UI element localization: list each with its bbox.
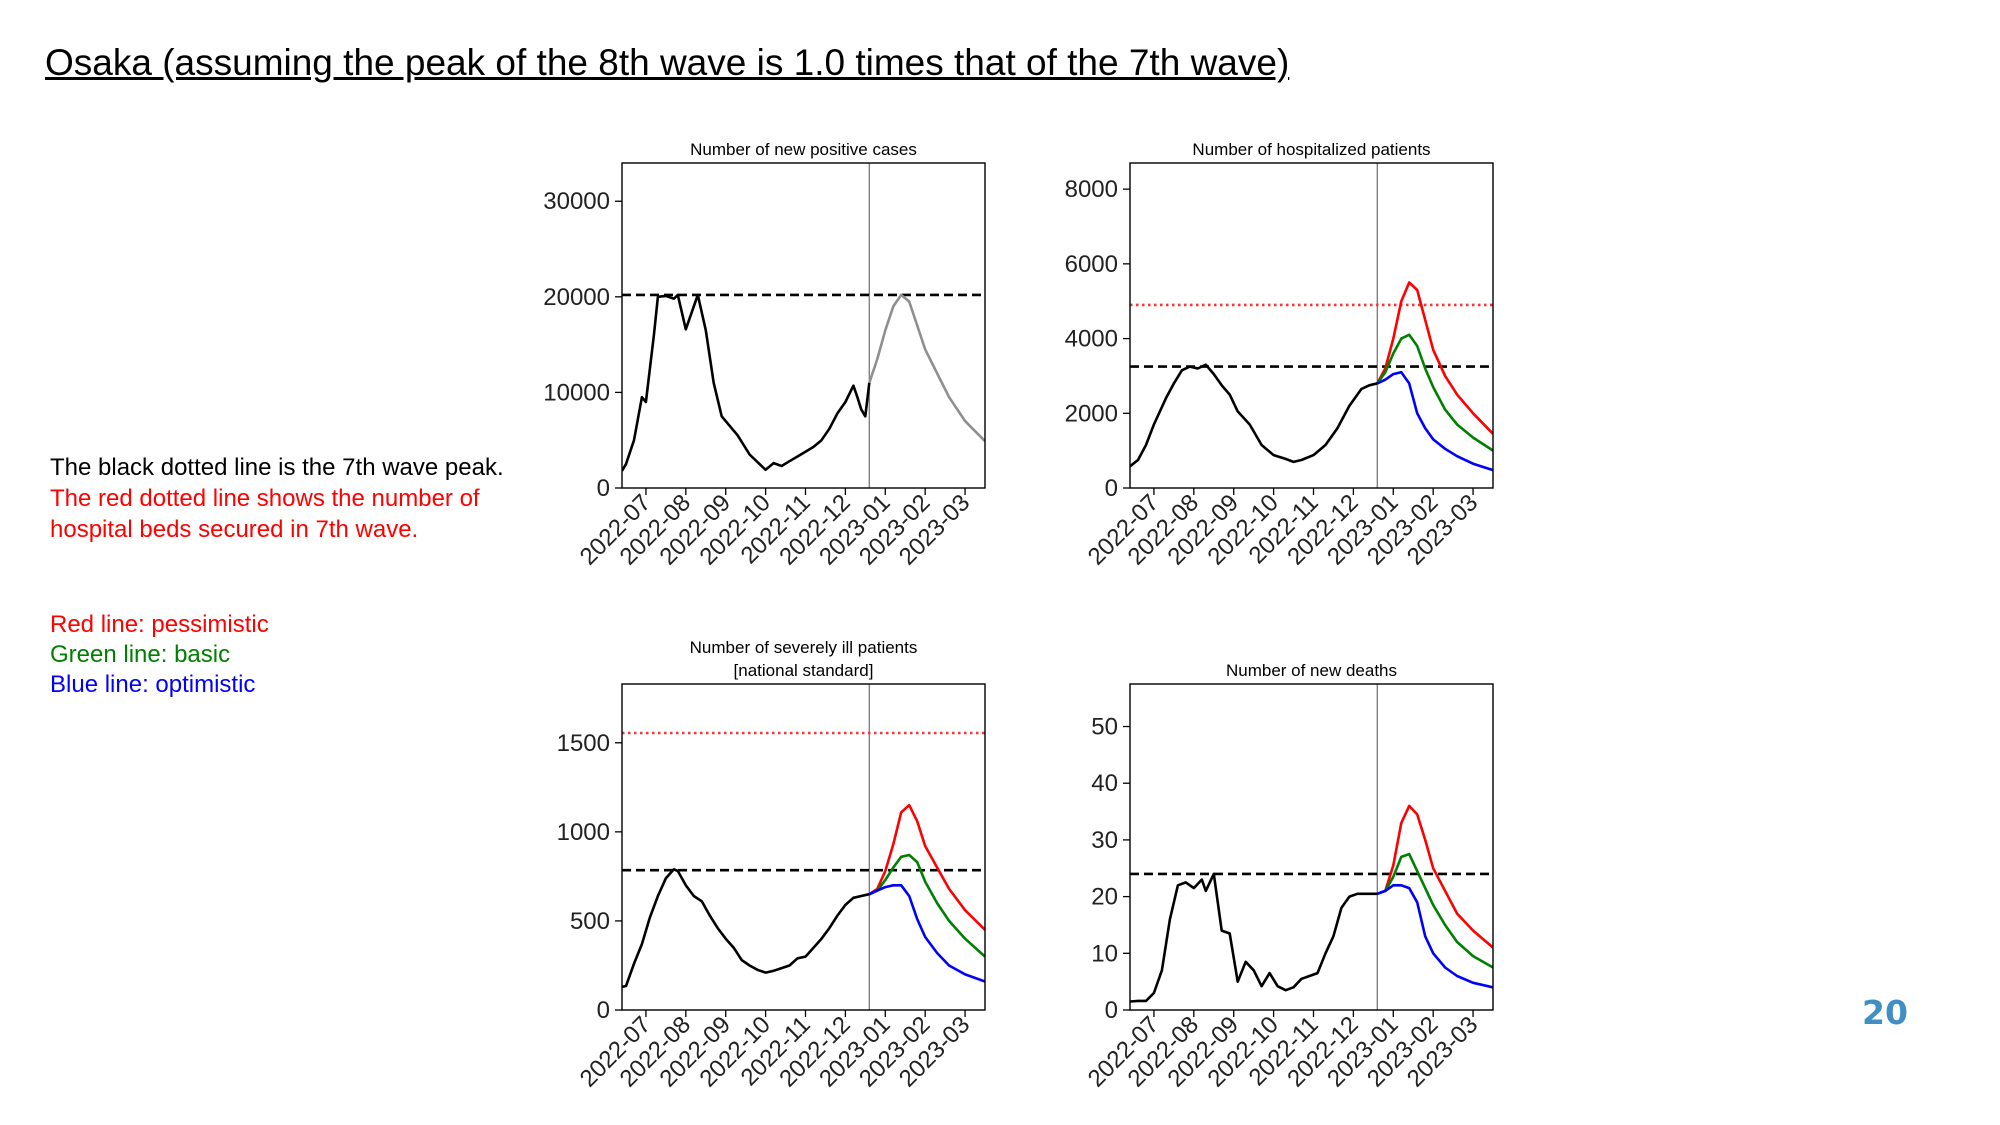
y-tick-label: 0 bbox=[597, 475, 610, 502]
chart-title: Number of hospitalized patients bbox=[1192, 140, 1430, 159]
chart-title: Number of new deaths bbox=[1226, 661, 1397, 680]
series-pessimistic-line bbox=[868, 803, 985, 931]
chart-new-deaths: Number of new deaths010203040502022-0720… bbox=[1083, 661, 1494, 1093]
plot-area bbox=[622, 684, 985, 1010]
y-tick-label: 500 bbox=[570, 908, 610, 935]
series-pessimistic-line bbox=[1376, 804, 1493, 949]
y-tick-label: 10 bbox=[1091, 940, 1118, 967]
y-tick-label: 40 bbox=[1091, 770, 1118, 797]
y-tick-label: 30 bbox=[1091, 827, 1118, 854]
note-beds-line-1: The red dotted line shows the number of bbox=[50, 485, 480, 512]
series-basic-line bbox=[868, 853, 985, 958]
plot-area bbox=[1130, 684, 1493, 1010]
y-tick-label: 0 bbox=[1105, 997, 1118, 1024]
series-optimistic-line bbox=[1376, 883, 1493, 989]
y-tick-label: 2000 bbox=[1065, 400, 1118, 427]
series-optimistic-line bbox=[868, 883, 985, 983]
actual-line bbox=[1130, 363, 1378, 468]
y-tick-label: 8000 bbox=[1065, 176, 1118, 203]
plot-frame bbox=[621, 162, 986, 489]
actual-line bbox=[622, 867, 870, 989]
note-peak-line: The black dotted line is the 7th wave pe… bbox=[50, 454, 504, 481]
legend-pessimistic: Red line: pessimistic bbox=[50, 611, 269, 638]
legend-basic: Green line: basic bbox=[50, 641, 231, 668]
y-tick-label: 6000 bbox=[1065, 251, 1118, 278]
series-optimistic-line bbox=[1376, 370, 1493, 472]
slide-title: Osaka (assuming the peak of the 8th wave… bbox=[45, 42, 1290, 83]
actual-line bbox=[622, 293, 871, 472]
chart-positive-cases: Number of new positive cases 0 10000 20000 3… bbox=[543, 140, 986, 571]
series-basic-line bbox=[1376, 852, 1493, 969]
plot-area bbox=[622, 163, 985, 488]
y-tick-label: 10000 bbox=[543, 379, 610, 406]
page-number: 20 bbox=[1862, 993, 1908, 1032]
projection-line bbox=[868, 293, 985, 443]
y-tick-label: 50 bbox=[1091, 714, 1118, 741]
plot-area bbox=[1130, 163, 1493, 488]
chart-title: Number of new positive cases bbox=[690, 140, 917, 159]
chart-title: [national standard] bbox=[734, 661, 874, 680]
chart-hospitalized: Number of hospitalized patients 0 2000 4000… bbox=[1065, 140, 1494, 571]
chart-title: Number of severely ill patients bbox=[690, 638, 918, 657]
chart-severely-ill: Number of severely ill patients [national… bbox=[557, 638, 986, 1093]
series-basic-line bbox=[1376, 333, 1493, 452]
actual-line bbox=[1130, 872, 1378, 1003]
y-tick-label: 0 bbox=[597, 997, 610, 1024]
note-beds-line-2: hospital beds secured in 7th wave. bbox=[50, 516, 419, 543]
plot-frame bbox=[621, 683, 986, 1011]
y-tick-label: 1000 bbox=[557, 819, 610, 846]
plot-frame bbox=[1129, 683, 1494, 1011]
legend-optimistic: Blue line: optimistic bbox=[50, 671, 256, 698]
y-tick-label: 1500 bbox=[557, 730, 610, 757]
y-tick-label: 20 bbox=[1091, 884, 1118, 911]
y-tick-label: 30000 bbox=[543, 188, 610, 215]
y-tick-label: 20000 bbox=[543, 284, 610, 311]
scenario-legend: Red line: pessimistic Green line: basic … bbox=[50, 610, 269, 700]
notes-block: The black dotted line is the 7th wave pe… bbox=[50, 452, 504, 545]
series-pessimistic-line bbox=[1376, 281, 1493, 435]
y-tick-label: 0 bbox=[1105, 475, 1118, 502]
y-tick-label: 4000 bbox=[1065, 326, 1118, 353]
plot-frame bbox=[1129, 162, 1494, 489]
